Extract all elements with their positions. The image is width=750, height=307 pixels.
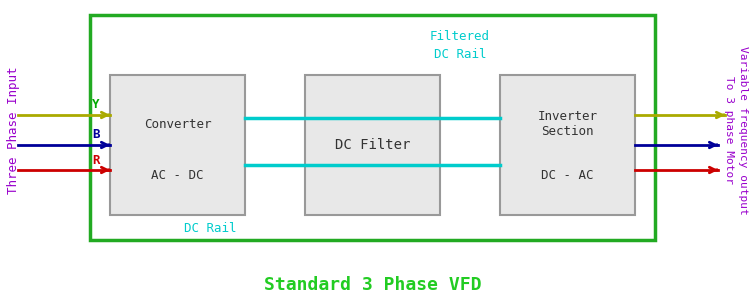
Text: AC - DC: AC - DC <box>152 169 204 182</box>
Text: Three Phase Input: Three Phase Input <box>8 66 20 194</box>
Bar <box>305 75 440 215</box>
Text: Filtered
DC Rail: Filtered DC Rail <box>430 29 490 60</box>
Text: Y: Y <box>92 99 100 111</box>
Text: Standard 3 Phase VFD: Standard 3 Phase VFD <box>264 276 482 294</box>
Text: Inverter
Section: Inverter Section <box>538 110 598 138</box>
Bar <box>500 75 635 215</box>
Text: B: B <box>92 129 100 142</box>
Text: Converter: Converter <box>144 118 211 130</box>
Text: DC Filter: DC Filter <box>334 138 410 152</box>
Text: Variable frequency output
To 3 phase Motor: Variable frequency output To 3 phase Mot… <box>724 46 748 214</box>
Bar <box>110 75 245 215</box>
Bar <box>90 15 655 240</box>
Text: DC - AC: DC - AC <box>542 169 594 182</box>
Text: R: R <box>92 154 100 166</box>
Text: DC Rail: DC Rail <box>184 221 236 235</box>
